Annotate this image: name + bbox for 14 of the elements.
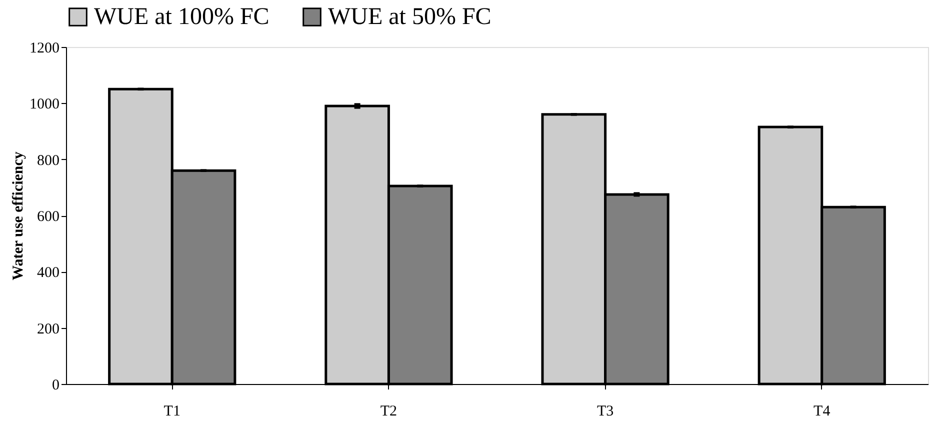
y-tick-label: 400 bbox=[37, 265, 60, 282]
y-tick-label: 200 bbox=[37, 321, 60, 338]
x-tick-label: T2 bbox=[380, 404, 398, 420]
legend-label: WUE at 50% FC bbox=[328, 4, 492, 30]
x-tick-label: T4 bbox=[814, 404, 831, 420]
y-tick-label: 800 bbox=[37, 152, 60, 169]
y-tick-label: 1000 bbox=[30, 96, 60, 113]
y-tick-label: 0 bbox=[52, 378, 60, 394]
y-tick-label: 1200 bbox=[30, 40, 60, 56]
legend-label: WUE at 100% FC bbox=[94, 4, 270, 30]
x-tick-label: T1 bbox=[164, 404, 180, 420]
y-tick-label: 600 bbox=[37, 209, 60, 225]
y-axis-title: Water use efficiency bbox=[10, 151, 26, 280]
x-tick-label: T3 bbox=[596, 404, 614, 420]
